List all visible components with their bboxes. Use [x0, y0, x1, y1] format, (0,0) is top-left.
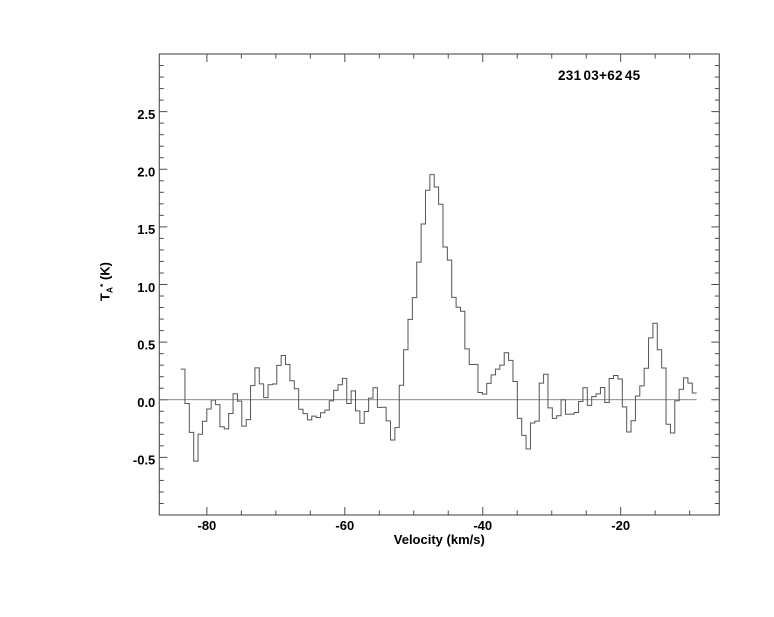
svg-text:-20: -20	[611, 518, 630, 533]
svg-text:2.5: 2.5	[137, 107, 155, 122]
svg-text:1.5: 1.5	[137, 222, 155, 237]
svg-text:1.0: 1.0	[137, 280, 155, 295]
svg-text:-60: -60	[335, 518, 354, 533]
svg-text:2.0: 2.0	[137, 165, 155, 180]
svg-text:Velocity (km/s): Velocity (km/s)	[394, 532, 485, 547]
svg-text:-0.5: -0.5	[133, 453, 155, 468]
svg-text:TA* (K): TA* (K)	[97, 262, 114, 301]
svg-text:0.0: 0.0	[137, 395, 155, 410]
svg-text:0.5: 0.5	[137, 337, 155, 352]
svg-text:-40: -40	[473, 518, 492, 533]
svg-text:-80: -80	[197, 518, 216, 533]
